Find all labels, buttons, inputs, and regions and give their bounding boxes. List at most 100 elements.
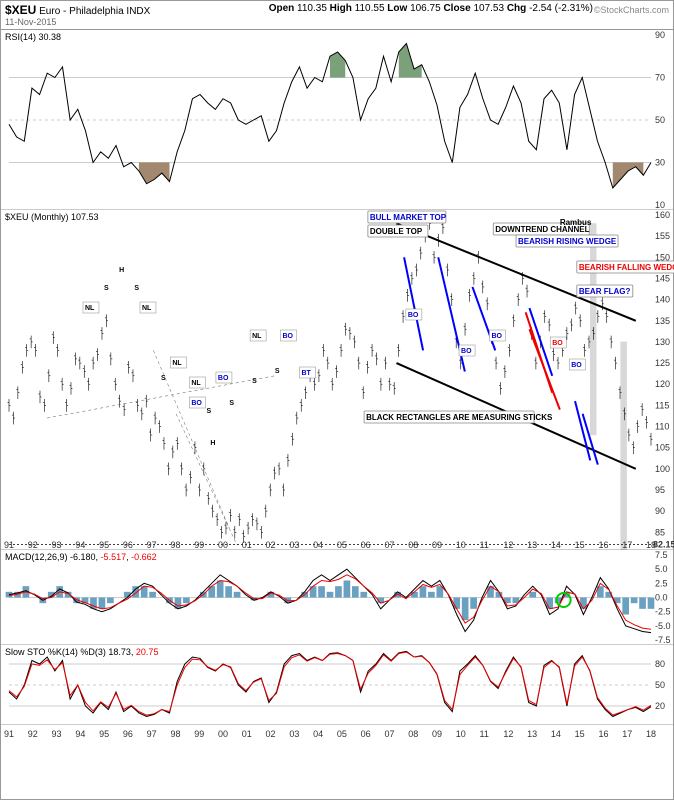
svg-text:04: 04 <box>313 729 323 739</box>
svg-text:02: 02 <box>266 540 276 550</box>
svg-text:18: 18 <box>646 540 656 550</box>
svg-text:BO: BO <box>283 333 294 340</box>
svg-text:S: S <box>104 285 109 292</box>
svg-text:07: 07 <box>384 729 394 739</box>
svg-text:S: S <box>134 285 139 292</box>
svg-text:97: 97 <box>147 540 157 550</box>
svg-text:01: 01 <box>242 540 252 550</box>
svg-text:110: 110 <box>655 422 669 432</box>
svg-text:92: 92 <box>28 540 38 550</box>
svg-text:18: 18 <box>646 729 656 739</box>
svg-text:02: 02 <box>266 729 276 739</box>
svg-text:BULL MARKET TOP: BULL MARKET TOP <box>370 213 447 222</box>
svg-text:100: 100 <box>655 464 670 474</box>
svg-text:13: 13 <box>527 729 537 739</box>
svg-text:130: 130 <box>655 337 670 347</box>
svg-text:10: 10 <box>456 540 466 550</box>
svg-text:BO: BO <box>571 362 582 369</box>
svg-text:96: 96 <box>123 540 133 550</box>
svg-text:BEARISH FALLING WEDGE: BEARISH FALLING WEDGE <box>579 263 674 272</box>
svg-text:NL: NL <box>252 333 262 340</box>
rsi-pane: RSI(14) 30.38 9070503010 <box>1 30 673 210</box>
svg-text:15: 15 <box>575 729 585 739</box>
svg-text:50: 50 <box>655 115 665 125</box>
svg-text:S: S <box>207 408 212 415</box>
svg-text:07: 07 <box>384 540 394 550</box>
svg-text:98: 98 <box>170 540 180 550</box>
svg-text:98: 98 <box>170 729 180 739</box>
svg-text:91: 91 <box>4 540 14 550</box>
svg-text:08: 08 <box>408 540 418 550</box>
svg-text:91: 91 <box>4 729 14 739</box>
price-title: $XEU (Monthly) 107.53 <box>5 212 99 222</box>
svg-text:05: 05 <box>337 729 347 739</box>
svg-text:NL: NL <box>142 305 152 312</box>
svg-text:14: 14 <box>551 729 561 739</box>
svg-text:06: 06 <box>361 729 371 739</box>
symbol: $XEU <box>5 3 36 17</box>
svg-text:16: 16 <box>598 540 608 550</box>
svg-text:11: 11 <box>480 540 489 550</box>
svg-text:10: 10 <box>655 200 665 210</box>
svg-text:BO: BO <box>218 375 229 382</box>
svg-text:BEARISH RISING WEDGE: BEARISH RISING WEDGE <box>518 237 617 246</box>
svg-text:09: 09 <box>432 729 442 739</box>
svg-text:12: 12 <box>503 729 513 739</box>
svg-text:S: S <box>275 368 280 375</box>
svg-text:BO: BO <box>408 312 419 319</box>
svg-text:90: 90 <box>655 506 665 516</box>
svg-text:95: 95 <box>99 540 109 550</box>
price-pane: $XEU (Monthly) 107.53 859095100105110115… <box>1 210 673 550</box>
svg-text:95: 95 <box>655 485 665 495</box>
svg-text:-7.5: -7.5 <box>655 635 671 645</box>
svg-text:30: 30 <box>655 158 665 168</box>
svg-text:00: 00 <box>218 729 228 739</box>
svg-text:08: 08 <box>408 729 418 739</box>
svg-text:99: 99 <box>194 540 204 550</box>
bottom-axis: 9192939495969798990001020304050607080910… <box>1 725 673 741</box>
svg-text:7.5: 7.5 <box>655 550 668 560</box>
svg-text:99: 99 <box>194 729 204 739</box>
svg-text:125: 125 <box>655 358 670 368</box>
svg-text:05: 05 <box>337 540 347 550</box>
svg-text:70: 70 <box>655 73 665 83</box>
svg-text:10: 10 <box>456 729 466 739</box>
svg-text:NL: NL <box>191 380 201 387</box>
svg-text:105: 105 <box>655 443 670 453</box>
svg-text:00: 00 <box>218 540 228 550</box>
svg-text:NL: NL <box>172 360 182 367</box>
svg-text:140: 140 <box>655 295 670 305</box>
svg-text:03: 03 <box>289 729 299 739</box>
svg-text:09: 09 <box>432 540 442 550</box>
svg-text:S: S <box>252 378 257 385</box>
svg-text:17: 17 <box>622 540 632 550</box>
svg-text:BEAR FLAG?: BEAR FLAG? <box>579 287 631 296</box>
svg-text:93: 93 <box>52 729 62 739</box>
svg-text:S: S <box>229 400 234 407</box>
svg-text:50: 50 <box>655 680 665 690</box>
svg-text:80: 80 <box>655 659 665 669</box>
svg-text:11: 11 <box>480 729 489 739</box>
svg-text:-5.0: -5.0 <box>655 621 671 631</box>
svg-text:97: 97 <box>147 729 157 739</box>
svg-text:H: H <box>119 267 124 274</box>
svg-text:115: 115 <box>655 400 669 410</box>
rsi-title: RSI(14) 30.38 <box>5 32 61 42</box>
svg-text:0.0: 0.0 <box>655 593 668 603</box>
svg-text:85: 85 <box>655 527 665 537</box>
svg-text:H: H <box>210 440 215 447</box>
svg-text:BO: BO <box>491 333 502 340</box>
svg-text:03: 03 <box>289 540 299 550</box>
stochastic-pane: Slow STO %K(14) %D(3) 18.73, 20.75 20508… <box>1 645 673 725</box>
svg-text:16: 16 <box>598 729 608 739</box>
svg-text:93: 93 <box>52 540 62 550</box>
svg-text:20: 20 <box>655 701 665 711</box>
svg-text:NL: NL <box>85 305 95 312</box>
svg-text:DOUBLE TOP: DOUBLE TOP <box>370 227 423 236</box>
svg-text:94: 94 <box>75 540 85 550</box>
svg-text:-2.5: -2.5 <box>655 607 671 617</box>
svg-text:BLACK RECTANGLES ARE MEASURING: BLACK RECTANGLES ARE MEASURING STICKS <box>366 413 553 422</box>
macd-title: MACD(12,26,9) -6.180, -5.517, -0.662 <box>5 552 157 562</box>
svg-text:12: 12 <box>503 540 513 550</box>
svg-text:135: 135 <box>655 316 670 326</box>
